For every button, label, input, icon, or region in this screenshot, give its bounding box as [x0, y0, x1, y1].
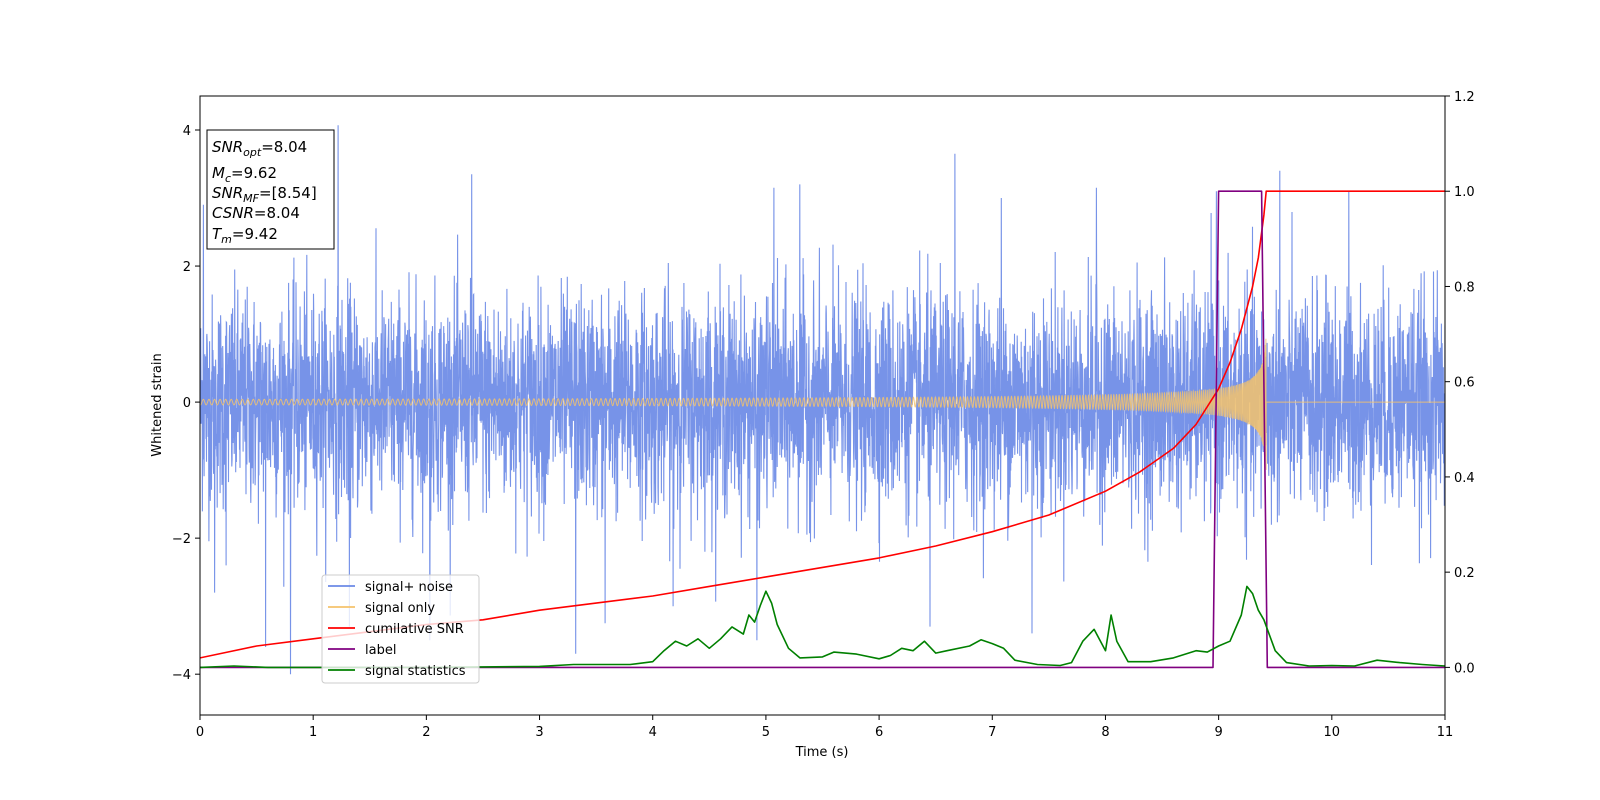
info-box-line: CSNR=8.04 — [212, 204, 300, 222]
x-axis-label: Time (s) — [795, 745, 849, 760]
x-tick-label: 2 — [422, 725, 430, 740]
info-box-line: Tm=9.42 — [212, 225, 278, 246]
y-tick-label: 2 — [183, 260, 191, 275]
series-signal-only-line — [200, 338, 1445, 470]
y-tick-label: −4 — [172, 668, 191, 683]
info-box-line: SNRopt=8.04 — [212, 138, 307, 159]
legend-label: signal statistics — [365, 664, 466, 679]
series-signal-statistics-line — [200, 585, 1445, 669]
x-tick-label: 8 — [1101, 725, 1109, 740]
y-tick-label: 4 — [183, 124, 191, 139]
x-tick-label: 1 — [309, 725, 317, 740]
y2-tick-label: 0.4 — [1454, 471, 1475, 486]
plot-frame — [199, 95, 1446, 716]
x-tick-label: 0 — [196, 725, 204, 740]
y2-tick-label: 0.8 — [1454, 280, 1475, 295]
x-tick-label: 9 — [1214, 725, 1222, 740]
y2-tick-label: 0.6 — [1454, 376, 1475, 391]
y-axis-right: 0.0 0.2 0.4 0.6 0.8 1.0 1.2 — [1445, 90, 1475, 676]
x-tick-label: 6 — [875, 725, 883, 740]
y-tick-label: 0 — [183, 396, 191, 411]
legend-label: label — [365, 643, 396, 658]
info-box-line: SNRMF=[8.54] — [212, 184, 317, 205]
info-box-frame — [206, 129, 335, 250]
y2-tick-label: 1.2 — [1454, 90, 1475, 105]
legend-label: cumilative SNR — [365, 622, 464, 637]
y2-tick-label: 0.0 — [1454, 661, 1475, 676]
legend: signal+ noise signal only cumilative SNR la… — [321, 574, 480, 684]
legend-label: signal+ noise — [365, 580, 453, 595]
x-tick-label: 11 — [1437, 725, 1454, 740]
y-axis-label: Whitened strain — [150, 353, 165, 456]
y2-tick-label: 0.2 — [1454, 566, 1475, 581]
x-tick-label: 5 — [762, 725, 770, 740]
y2-tick-label: 1.0 — [1454, 185, 1475, 200]
info-box-line: Mc=9.62 — [212, 164, 277, 185]
x-tick-label: 10 — [1324, 725, 1341, 740]
x-tick-label: 7 — [988, 725, 996, 740]
y-tick-label: −2 — [172, 532, 191, 547]
x-axis: 0 1 2 3 4 5 6 7 8 9 10 11 — [196, 715, 1453, 740]
x-tick-label: 3 — [535, 725, 543, 740]
legend-frame — [321, 574, 480, 684]
legend-label: signal only — [365, 601, 435, 616]
y-axis-left: −4 −2 0 2 4 — [172, 124, 200, 683]
x-tick-label: 4 — [649, 725, 657, 740]
series-label-line — [200, 190, 1445, 669]
